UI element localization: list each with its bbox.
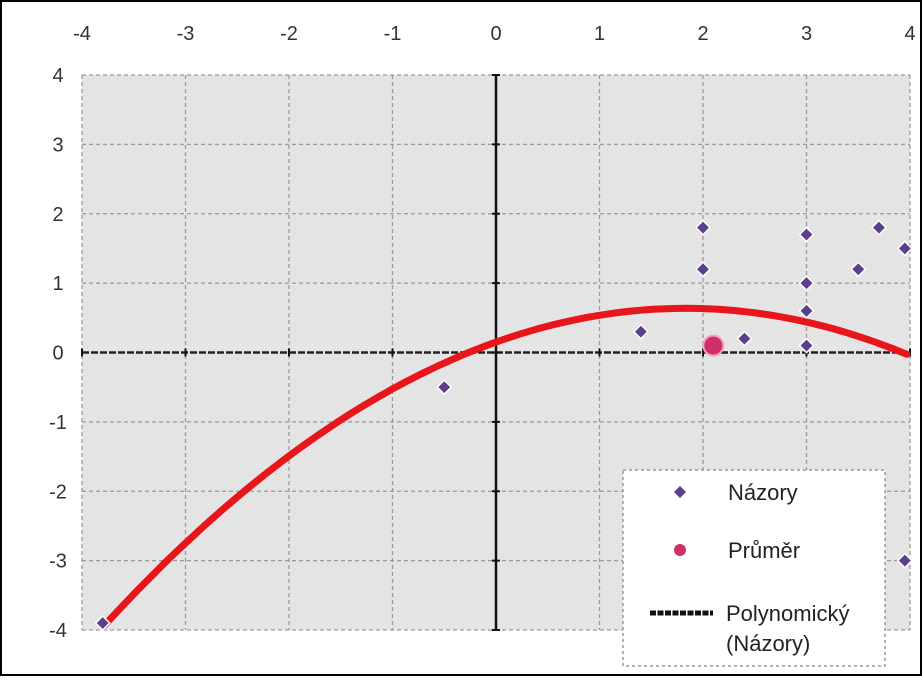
legend-item-prumer: Průměr (674, 538, 800, 563)
trendline-layer (101, 304, 911, 629)
x-tick-label: 2 (697, 23, 708, 45)
nazory-point (694, 261, 712, 278)
nazory-point (736, 330, 753, 347)
legend-dot-marker (674, 544, 686, 556)
y-tick-label: -2 (49, 481, 67, 503)
x-tick-label: 1 (594, 23, 605, 45)
x-tick-label: -2 (280, 23, 298, 45)
x-tick-label: -1 (384, 23, 402, 45)
y-tick-label: 2 (52, 204, 63, 226)
legend-label-line: (Názory) (726, 631, 810, 656)
legend-diamond-marker (674, 486, 686, 498)
nazory-point (436, 379, 453, 396)
legend-label-nazory: Názory (728, 480, 798, 505)
legend-label-prumer: Průměr (728, 538, 800, 563)
prumer-point (702, 334, 725, 357)
nazory-point (798, 226, 815, 243)
nazory-point (798, 275, 815, 292)
legend-item-polynomicky: Polynomický (Názory) (650, 601, 849, 656)
axes (81, 74, 911, 631)
nazory-point (798, 302, 815, 319)
y-tick-label: -4 (49, 620, 67, 642)
x-tick-label: -3 (177, 23, 195, 45)
legend-label-polynomicky: Polynomický (Názory) (726, 601, 849, 656)
nazory-point (896, 240, 913, 257)
y-tick-label: -1 (49, 412, 67, 434)
y-tick-label: 1 (52, 273, 63, 295)
polynomial-trendline (101, 304, 911, 629)
x-tick-label: 3 (801, 23, 812, 45)
x-tick-label: -4 (73, 23, 91, 45)
tick-labels: -4 -3 -2 -1 0 1 2 3 4 4 3 2 1 0 -1 -2 -3 -4 (49, 23, 915, 642)
y-tick-label: -3 (49, 551, 67, 573)
nazory-point (870, 219, 888, 236)
nazory-point (632, 323, 649, 340)
nazory-point (694, 219, 712, 236)
y-tick-label: 3 (52, 134, 63, 156)
legend-label-line: Polynomický (726, 601, 849, 626)
nazory-point (896, 552, 913, 569)
nazory-point (850, 261, 867, 278)
x-tick-label: 4 (904, 23, 915, 45)
y-tick-label: 4 (52, 65, 63, 87)
x-tick-label: 0 (490, 23, 501, 45)
points-layer (94, 219, 913, 632)
legend: Názory Průměr Polynomický (Názory) (622, 469, 886, 667)
nazory-point (798, 337, 815, 354)
legend-item-nazory: Názory (674, 480, 798, 505)
y-tick-label: 0 (52, 343, 63, 365)
legend-box (622, 469, 886, 667)
nazory-point (94, 615, 111, 632)
